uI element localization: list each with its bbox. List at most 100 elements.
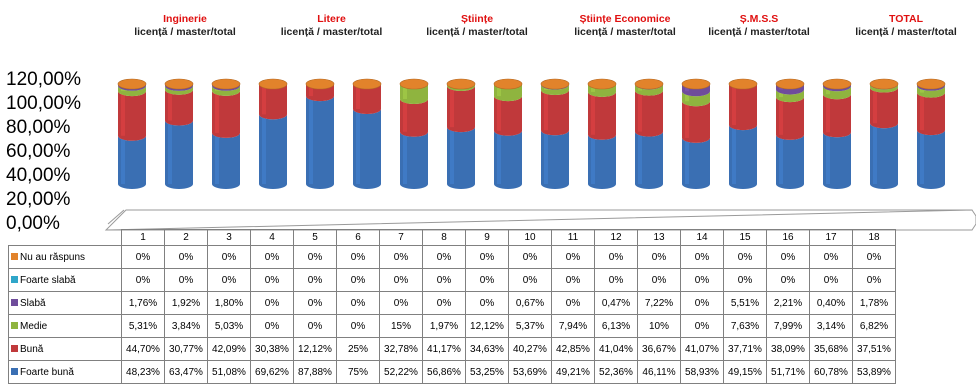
legend-label: Bună: [20, 344, 43, 355]
data-label: 0%: [595, 269, 638, 292]
data-label: 0%: [552, 292, 595, 315]
bar-highlight: [356, 109, 360, 184]
legend-entry: Slabă: [9, 292, 122, 315]
bar-highlight: [920, 93, 924, 131]
legend-entry: Foarte bună: [9, 361, 122, 384]
data-label: 0%: [681, 315, 724, 338]
legend-label: Medie: [20, 321, 47, 332]
category-label: 2: [165, 230, 208, 246]
bar-highlight: [920, 130, 924, 184]
bar-top-cap: [353, 79, 381, 89]
legend-swatch: [11, 368, 18, 375]
data-label: 0,67%: [509, 292, 552, 315]
data-label: 0%: [337, 315, 380, 338]
data-label: 6,13%: [595, 315, 638, 338]
bar-top-cap: [400, 79, 428, 89]
category-label: 6: [337, 230, 380, 246]
category-label: 10: [509, 230, 552, 246]
bar-highlight: [638, 91, 642, 132]
data-label: 0%: [251, 269, 294, 292]
category-label: 11: [552, 230, 595, 246]
data-label: 3,84%: [165, 315, 208, 338]
legend-label: Nu au răspuns: [20, 252, 85, 263]
data-label: 0%: [767, 269, 810, 292]
bar-highlight: [121, 136, 125, 184]
data-label: 0%: [466, 292, 509, 315]
data-label: 49,15%: [724, 361, 767, 384]
data-label: 32,78%: [380, 338, 423, 361]
data-label: 0%: [294, 292, 337, 315]
data-label: 1,92%: [165, 292, 208, 315]
data-label: 0%: [380, 246, 423, 269]
data-label: 0%: [165, 269, 208, 292]
data-label: 0%: [337, 246, 380, 269]
data-label: 0%: [380, 292, 423, 315]
bar-top-cap: [306, 79, 334, 89]
data-label: 0%: [595, 246, 638, 269]
legend-entry: Medie: [9, 315, 122, 338]
data-label: 0%: [552, 246, 595, 269]
bar-top-cap: [212, 79, 240, 89]
data-label: 46,11%: [638, 361, 681, 384]
category-label: 4: [251, 230, 294, 246]
bar-top-cap: [541, 79, 569, 89]
data-label: 12,12%: [294, 338, 337, 361]
category-label: 15: [724, 230, 767, 246]
data-label: 51,71%: [767, 361, 810, 384]
data-label: 0%: [294, 246, 337, 269]
legend-entry: Bună: [9, 338, 122, 361]
data-label: 35,68%: [810, 338, 853, 361]
data-label: 7,63%: [724, 315, 767, 338]
bar-highlight: [873, 88, 877, 124]
data-label: 0%: [251, 246, 294, 269]
data-label: 0%: [509, 269, 552, 292]
data-label: 56,86%: [423, 361, 466, 384]
legend-label: Slabă: [20, 298, 46, 309]
legend-label: Foarte bună: [20, 367, 74, 378]
data-label: 40,27%: [509, 338, 552, 361]
legend-swatch: [11, 322, 18, 329]
data-label: 58,93%: [681, 361, 724, 384]
data-label: 0%: [423, 292, 466, 315]
data-label: 5,51%: [724, 292, 767, 315]
bar-highlight: [168, 121, 172, 184]
data-label: 7,99%: [767, 315, 810, 338]
data-label: 0%: [294, 315, 337, 338]
data-label: 36,67%: [638, 338, 681, 361]
data-label: 0%: [466, 246, 509, 269]
bar-highlight: [591, 135, 595, 184]
data-label: 0%: [724, 269, 767, 292]
data-label: 10%: [638, 315, 681, 338]
data-label: 0%: [208, 246, 251, 269]
data-label: 41,17%: [423, 338, 466, 361]
bar-top-cap: [494, 79, 522, 89]
bar-highlight: [403, 132, 407, 184]
data-label: 0%: [251, 315, 294, 338]
bar-highlight: [732, 84, 736, 125]
legend-swatch: [11, 345, 18, 352]
data-label: 0%: [380, 269, 423, 292]
bar-top-cap: [729, 79, 757, 89]
data-label: 0%: [466, 269, 509, 292]
category-label: 14: [681, 230, 724, 246]
bar-highlight: [873, 123, 877, 184]
bar-top-cap: [447, 79, 475, 89]
category-label: 13: [638, 230, 681, 246]
legend-swatch: [11, 253, 18, 260]
data-label: 30,38%: [251, 338, 294, 361]
legend-entry: Nu au răspuns: [9, 246, 122, 269]
bar-top-cap: [118, 79, 146, 89]
bar-highlight: [779, 97, 783, 135]
data-label: 3,14%: [810, 315, 853, 338]
data-label: 53,25%: [466, 361, 509, 384]
data-label: 0%: [853, 246, 896, 269]
bar-top-cap: [588, 79, 616, 89]
bar-top-cap: [259, 79, 287, 89]
category-label: 5: [294, 230, 337, 246]
bar-highlight: [826, 132, 830, 184]
data-label: 51,08%: [208, 361, 251, 384]
